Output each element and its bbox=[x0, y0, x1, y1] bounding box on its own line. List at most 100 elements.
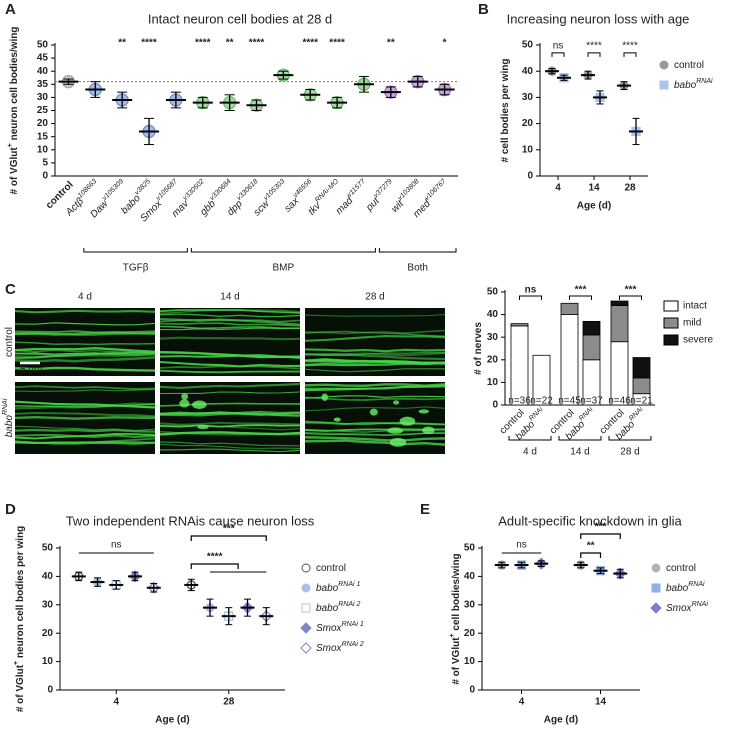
text-part: babo bbox=[316, 583, 339, 594]
group-bracket bbox=[378, 248, 457, 253]
column-label: 14 d bbox=[220, 292, 239, 303]
nerve-fiber bbox=[159, 351, 301, 359]
debris bbox=[422, 426, 435, 435]
n-label: n=46 bbox=[608, 396, 631, 407]
nerve-fiber bbox=[159, 313, 301, 318]
group-label: 14 d bbox=[570, 447, 589, 458]
superscript: RNAi-MO bbox=[314, 178, 341, 205]
text-part: # cell bodies per wing bbox=[500, 59, 511, 163]
group-label: 4 d bbox=[523, 447, 537, 458]
text-part: Smox bbox=[666, 603, 693, 614]
text-part: neuron cell bodies/wing bbox=[9, 26, 20, 143]
nerve-fiber bbox=[304, 432, 446, 436]
legend-marker bbox=[651, 583, 661, 593]
significance-label: **** bbox=[302, 38, 318, 49]
nerve-fiber bbox=[14, 356, 156, 363]
significance-label: ** bbox=[118, 38, 126, 49]
superscript: RNAi bbox=[696, 78, 713, 85]
panel-label: C bbox=[5, 281, 16, 298]
superscript: RNAi 1 bbox=[342, 621, 364, 628]
y-tick-label: 50 bbox=[522, 40, 534, 51]
legend-label: baboRNAi bbox=[674, 78, 713, 90]
superscript: v106767 bbox=[424, 178, 449, 203]
superscript: v330618 bbox=[236, 178, 260, 202]
y-axis-label: # of VGlut+ cell bodies/wing bbox=[449, 553, 461, 684]
nerve-fiber bbox=[14, 341, 156, 346]
superscript: + bbox=[13, 661, 20, 665]
debris bbox=[333, 417, 341, 422]
row-label: control bbox=[4, 327, 15, 357]
nerve-fiber bbox=[304, 368, 446, 373]
text-part: Smox bbox=[316, 623, 343, 634]
debris bbox=[181, 393, 189, 401]
nerve-fiber bbox=[14, 440, 156, 445]
significance-label: *** bbox=[595, 522, 607, 533]
y-tick-label: 40 bbox=[487, 309, 499, 320]
chart-title: Two independent RNAis cause neuron loss bbox=[66, 513, 315, 528]
nerve-fiber bbox=[304, 335, 446, 342]
nerve-fiber bbox=[304, 361, 446, 366]
y-tick-label: 30 bbox=[522, 92, 534, 103]
legend-label: severe bbox=[683, 335, 713, 346]
significance-label: ns bbox=[525, 285, 537, 296]
image-background bbox=[15, 308, 155, 376]
nerve-fiber bbox=[304, 395, 446, 399]
significance-bracket bbox=[580, 552, 602, 558]
nerve-fiber bbox=[14, 388, 156, 393]
legend-label: intact bbox=[683, 301, 707, 312]
superscript: v103808 bbox=[397, 178, 421, 202]
x-tick-label: 4 bbox=[555, 183, 561, 194]
chart-title: Adult-specific knockdown in glia bbox=[498, 513, 682, 528]
nerve-fiber bbox=[304, 406, 446, 412]
y-tick-label: 40 bbox=[464, 571, 476, 582]
y-axis-label: # of nerves bbox=[473, 322, 484, 375]
y-tick-label: 45 bbox=[37, 53, 49, 64]
y-tick-label: 35 bbox=[37, 79, 49, 90]
y-tick-label: 10 bbox=[487, 377, 499, 388]
legend-label: SmoxRNAi 2 bbox=[316, 641, 364, 653]
x-tick-label: 14 bbox=[588, 183, 600, 194]
nerve-image bbox=[304, 308, 446, 376]
x-tick-label: 4 bbox=[519, 697, 525, 708]
bar-segment bbox=[560, 302, 579, 315]
significance-bracket bbox=[623, 52, 637, 57]
nerve-fiber bbox=[14, 425, 156, 432]
y-tick-label: 0 bbox=[47, 685, 53, 696]
legend-label: baboRNAi bbox=[666, 581, 705, 593]
n-label: n=45 bbox=[558, 396, 581, 407]
significance-bracket bbox=[519, 295, 542, 300]
nerve-fiber bbox=[14, 400, 156, 409]
legend-label: control bbox=[316, 563, 346, 574]
nerve-fiber bbox=[304, 420, 446, 426]
nerve-image bbox=[159, 308, 301, 376]
text-part: # of VGlut bbox=[15, 664, 26, 712]
nerve-image bbox=[159, 382, 301, 454]
superscript: + bbox=[449, 633, 456, 637]
column-label: 28 d bbox=[365, 292, 384, 303]
y-tick-label: 20 bbox=[37, 118, 49, 129]
significance-bracket bbox=[190, 563, 239, 569]
nerve-fiber bbox=[159, 382, 301, 389]
group-label: TGFβ bbox=[123, 263, 149, 274]
bar-segment bbox=[510, 323, 529, 327]
group-label: 28 d bbox=[620, 447, 639, 458]
bar-segment bbox=[582, 320, 601, 336]
bar-segment bbox=[560, 314, 579, 406]
superscript: v3825 bbox=[134, 178, 153, 197]
nerve-fiber bbox=[304, 396, 446, 401]
y-tick-label: 5 bbox=[42, 158, 48, 169]
significance-label: **** bbox=[207, 552, 223, 563]
legend-marker bbox=[300, 642, 312, 654]
nerve-fiber bbox=[159, 327, 301, 331]
chart-title: Increasing neuron loss with age bbox=[507, 11, 690, 26]
nerve-fiber bbox=[14, 385, 156, 390]
debris bbox=[387, 427, 404, 434]
bar-segment bbox=[532, 354, 551, 406]
panel-label: A bbox=[5, 1, 16, 18]
debris bbox=[321, 393, 329, 401]
y-tick-label: 10 bbox=[522, 144, 534, 155]
nerve-fiber bbox=[14, 347, 156, 353]
nerve-fiber bbox=[159, 325, 301, 329]
y-axis-label: # cell bodies per wing bbox=[500, 59, 511, 163]
nerve-fiber bbox=[14, 330, 156, 335]
